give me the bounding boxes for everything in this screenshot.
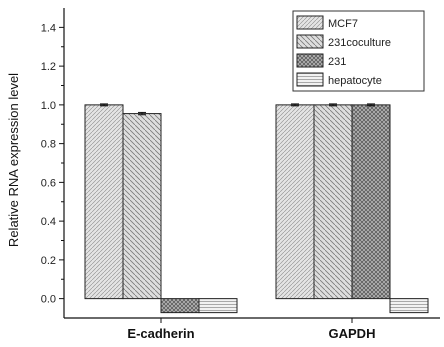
y-tick-label: 0.8: [41, 139, 56, 151]
legend-swatch: [296, 72, 324, 87]
bar-e-cadherin-hepatocyte: [198, 298, 238, 314]
bar-gapdh-mcf7: [275, 104, 315, 300]
legend-label: 231coculture: [328, 37, 391, 49]
legend-swatch: [296, 53, 324, 68]
x-axis: E-cadherin GAPDH: [64, 317, 440, 341]
y-tick-label: 1.2: [41, 61, 56, 73]
x-category-label: E-cadherin: [127, 326, 194, 341]
bar-gapdh-hepatocyte: [389, 298, 429, 314]
y-tick-label: 0.0: [41, 294, 56, 306]
y-tick-label: 0.2: [41, 255, 56, 267]
legend-label: MCF7: [328, 18, 358, 30]
y-tick-label: 0.4: [41, 216, 56, 228]
bar-e-cadherin-231coculture: [122, 113, 162, 300]
y-axis-title: Relative RNA expression level: [6, 73, 21, 247]
legend-label: 231: [328, 56, 346, 68]
bar-e-cadherin-mcf7: [84, 104, 124, 300]
x-category-label: GAPDH: [329, 326, 376, 341]
bar-e-cadherin-231: [160, 298, 200, 314]
y-tick-label: 1.4: [41, 22, 56, 34]
legend-swatch: [296, 15, 324, 30]
bar-gapdh-231coculture: [313, 104, 353, 300]
legend-label: hepatocyte: [328, 75, 382, 87]
y-tick-label: 0.6: [41, 177, 56, 189]
y-tick-label: 1.0: [41, 100, 56, 112]
y-axis: 0.0 0.2 0.4 0.6 0.8 1.0 1.2 1.4: [41, 8, 65, 318]
bars-group: [84, 103, 429, 314]
bar-gapdh-231: [351, 104, 391, 300]
legend: MCF7 231coculture 231 hepatocyte: [292, 10, 425, 92]
legend-swatch: [296, 34, 324, 49]
